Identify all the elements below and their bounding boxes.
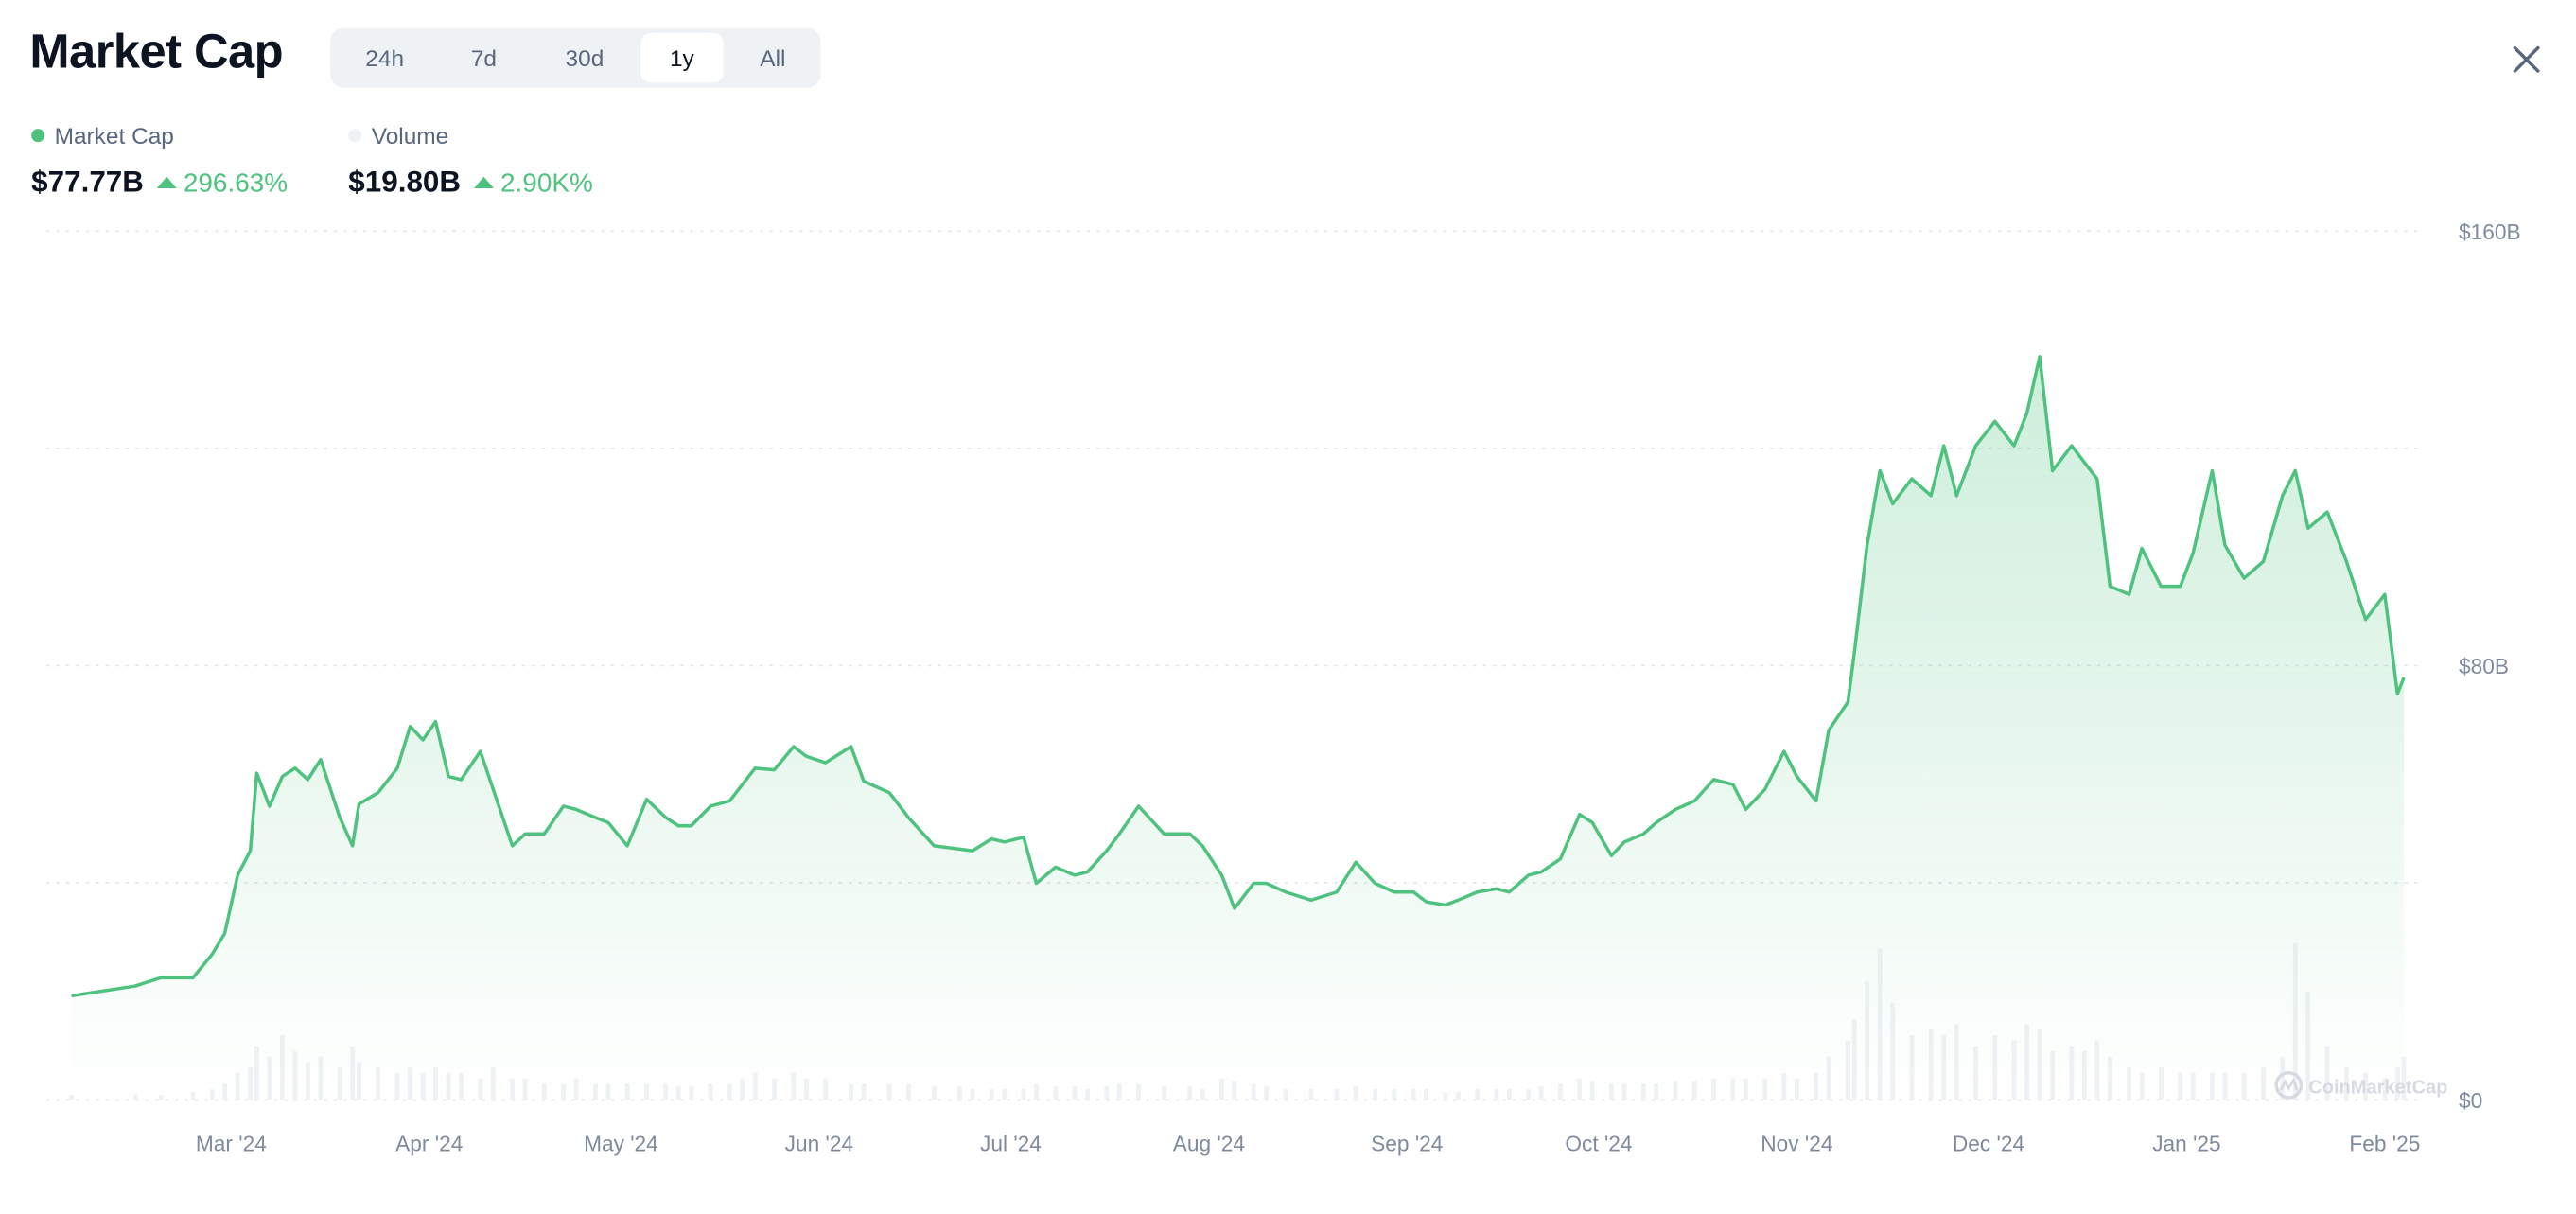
- market-cap-change: 296.63%: [183, 169, 289, 199]
- x-tick-label: May '24: [584, 1132, 658, 1156]
- volume-dot-icon: [348, 129, 362, 143]
- x-tick-label: Oct '24: [1565, 1132, 1632, 1156]
- market-cap-area: [71, 356, 2405, 1100]
- y-tick-label: $80B: [2459, 654, 2509, 678]
- volume-change: 2.90K%: [499, 169, 593, 199]
- x-tick-label: Aug '24: [1173, 1132, 1245, 1156]
- legend-volume[interactable]: Volume: [348, 122, 448, 149]
- x-tick-label: Nov '24: [1761, 1132, 1832, 1156]
- volume-bar: [2401, 1056, 2407, 1100]
- market-cap-dot-icon: [31, 129, 45, 143]
- tab-7d[interactable]: 7d: [470, 44, 498, 72]
- arrow-up-icon: [474, 176, 495, 188]
- market-cap-summary: $77.77B 296.63%: [31, 166, 288, 201]
- volume-value: $19.80B: [348, 165, 462, 199]
- x-tick-label: Jun '24: [785, 1132, 853, 1156]
- legend-market-cap[interactable]: Market Cap: [31, 122, 174, 149]
- x-tick-label: Jan '25: [2152, 1132, 2220, 1156]
- close-icon[interactable]: [2507, 40, 2547, 79]
- x-tick-label: Dec '24: [1953, 1132, 2024, 1156]
- coinmarketcap-watermark: CoinMarketCap: [2274, 1070, 2447, 1100]
- x-tick-label: Mar '24: [196, 1132, 267, 1156]
- tab-1y[interactable]: 1y: [640, 32, 724, 83]
- y-tick-label: $0: [2459, 1088, 2482, 1113]
- legend-label: Market Cap: [54, 122, 174, 150]
- tab-all[interactable]: All: [760, 44, 786, 72]
- tab-24h[interactable]: 24h: [365, 44, 405, 72]
- legend-label: Volume: [371, 122, 449, 150]
- market-cap-line: [71, 355, 2406, 998]
- x-tick-label: Jul '24: [980, 1132, 1042, 1156]
- tab-30d[interactable]: 30d: [565, 44, 605, 72]
- timeframe-tabs: 24h 7d 30d 1y All: [330, 27, 821, 88]
- market-cap-value: $77.77B: [31, 165, 144, 199]
- y-tick-label: $160B: [2459, 220, 2521, 244]
- svg-text:CoinMarketCap: CoinMarketCap: [2308, 1078, 2447, 1099]
- x-tick-label: Apr '24: [395, 1132, 463, 1156]
- page-title: Market Cap: [29, 26, 284, 79]
- arrow-up-icon: [156, 176, 177, 188]
- x-tick-label: Feb '25: [2349, 1132, 2420, 1156]
- volume-bar: [69, 1094, 74, 1100]
- x-tick-label: Sep '24: [1371, 1132, 1443, 1156]
- volume-summary: $19.80B 2.90K%: [348, 166, 593, 201]
